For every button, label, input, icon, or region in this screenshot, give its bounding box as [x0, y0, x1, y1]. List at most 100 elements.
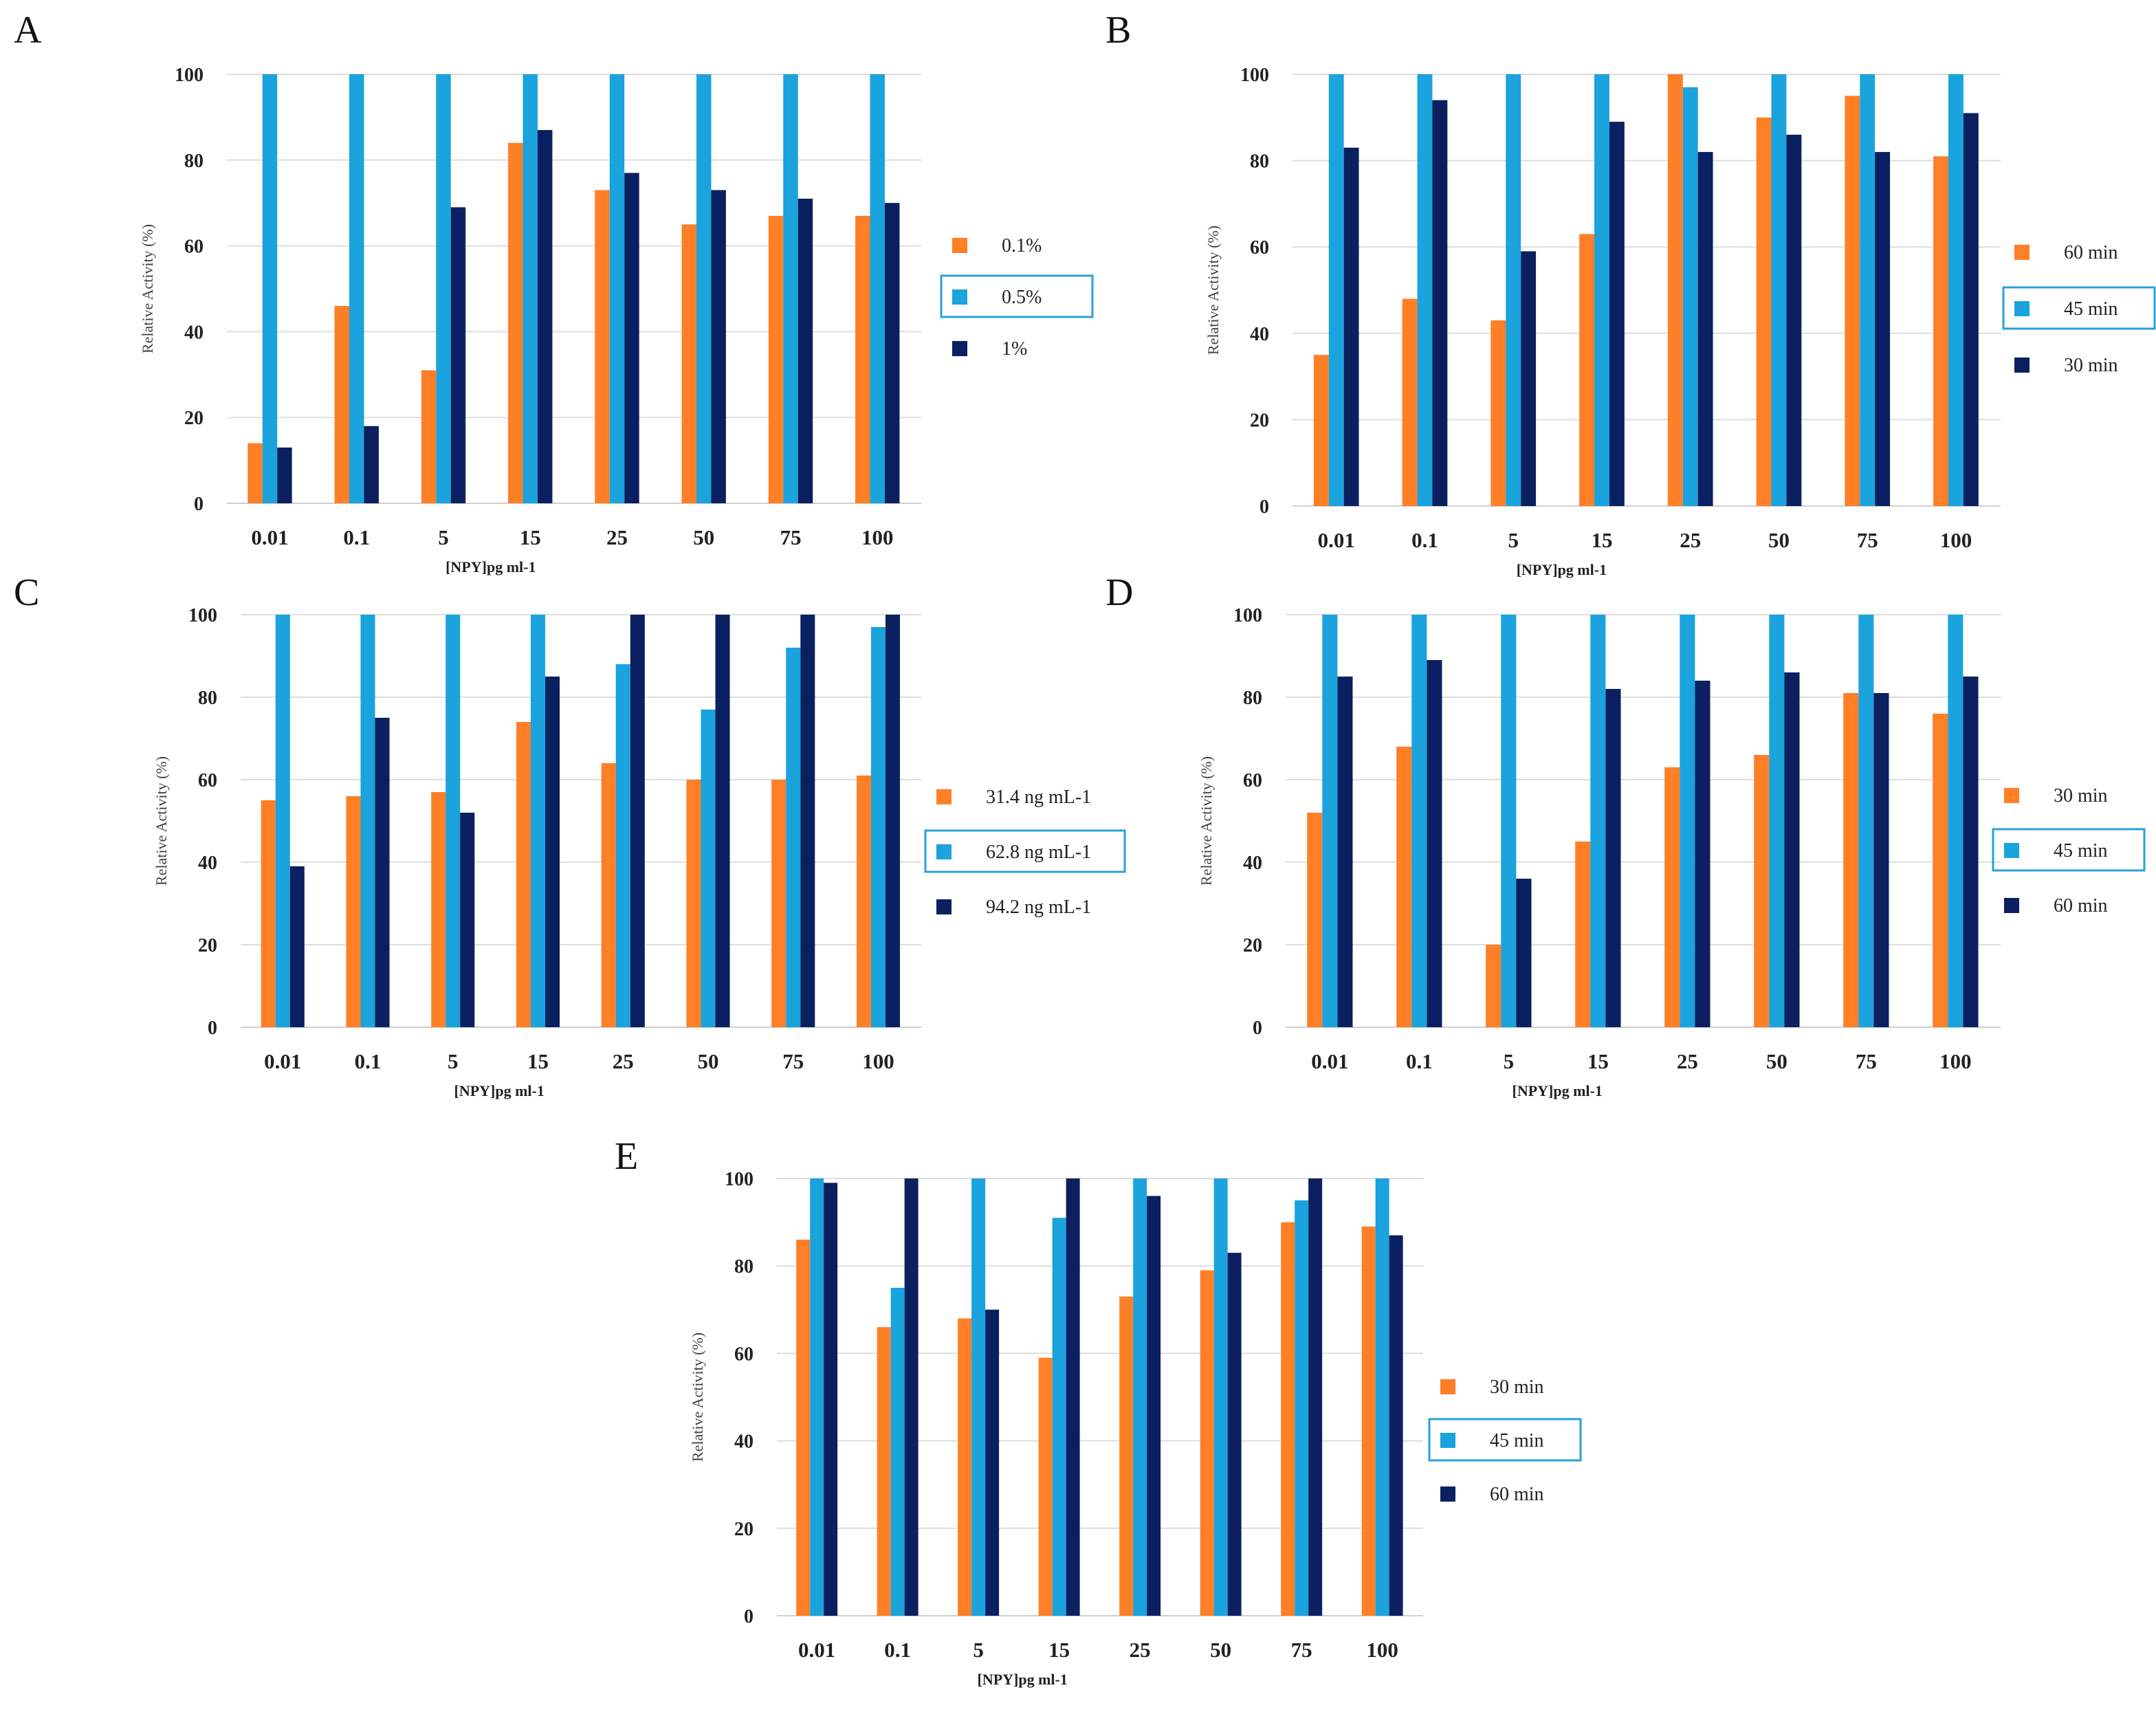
y-axis-label: Relative Activity (%): [139, 224, 156, 353]
bar-b-s2-c3: [1609, 122, 1625, 506]
bar-e-s2-c6: [1308, 1178, 1323, 1616]
legend-swatch: [936, 899, 952, 914]
x-axis-label: [NPY]pg ml-1: [1512, 1082, 1603, 1099]
bar-b-s1-c1: [1417, 74, 1433, 506]
bar-c-s0-c2: [431, 792, 446, 1027]
legend-label: 45 min: [2064, 298, 2118, 320]
x-tick-label: 50: [698, 1049, 719, 1073]
panel-letter: D: [1106, 571, 1134, 614]
bar-e-s2-c0: [824, 1183, 838, 1616]
bar-a-s2-c5: [711, 190, 726, 503]
bar-d-s1-c5: [1769, 615, 1785, 1027]
bar-a-s0-c2: [421, 370, 437, 503]
bar-d-s2-c4: [1695, 681, 1710, 1027]
legend-label: 31.4 ng mL-1: [986, 787, 1091, 808]
bar-a-s1-c5: [696, 74, 712, 503]
panel-letter: A: [14, 9, 42, 52]
bar-c-s0-c6: [771, 780, 786, 1027]
bar-e-s0-c4: [1119, 1296, 1134, 1616]
chart-svg: 0 20 40 60 80 100 0.01 0.1 5 15 25 50 75 100 [NPY]pg m…: [1204, 65, 2156, 578]
legend-label: 45 min: [1490, 1430, 1544, 1451]
bar-d-s2-c6: [1873, 693, 1889, 1027]
x-tick-label: 100: [862, 1049, 894, 1073]
bar-b-s1-c4: [1682, 87, 1698, 507]
bar-d-s1-c1: [1411, 615, 1427, 1027]
bar-e-s0-c2: [958, 1318, 972, 1616]
bar-b-s1-c3: [1594, 74, 1609, 506]
x-tick-label: 5: [973, 1638, 984, 1662]
legend-label: 30 min: [2054, 785, 2108, 806]
x-tick-label: 0.1: [343, 525, 370, 549]
bar-d-s1-c0: [1322, 615, 1338, 1027]
chart-panel-a: A 0 20 40 60 80 100 0.01 0.1 5 15 25 50 75 100 [NPY]pg …: [14, 9, 1094, 575]
legend-highlight-box: [940, 274, 1094, 318]
y-tick-label: 80: [198, 688, 217, 709]
bar-e-s2-c2: [985, 1309, 1000, 1616]
bar-d-s0-c6: [1843, 693, 1859, 1027]
bar-e-s0-c3: [1038, 1357, 1053, 1616]
bar-a-s1-c3: [522, 74, 538, 503]
bar-a-s1-c0: [262, 74, 278, 503]
y-tick-label: 20: [1250, 410, 1269, 431]
y-tick-label: 20: [1243, 935, 1262, 956]
bar-d-s1-c3: [1590, 615, 1606, 1027]
legend-swatch: [2014, 358, 2030, 373]
bar-d-s0-c3: [1575, 842, 1591, 1027]
x-tick-label: 50: [693, 525, 714, 549]
legend-label: 30 min: [2064, 355, 2118, 376]
bar-e-s2-c7: [1389, 1235, 1403, 1616]
bar-b-s0-c6: [1845, 96, 1860, 506]
y-tick-label: 40: [1243, 853, 1262, 874]
x-tick-label: 100: [1940, 528, 1972, 552]
bar-b-s2-c4: [1697, 152, 1713, 507]
bar-b-s0-c3: [1579, 234, 1595, 506]
bar-a-s0-c1: [334, 305, 350, 503]
y-tick-label: 0: [744, 1606, 754, 1627]
bar-c-s2-c2: [460, 813, 475, 1027]
bar-c-s0-c5: [686, 780, 701, 1027]
y-tick-label: 0: [1260, 496, 1269, 518]
bar-a-s0-c3: [508, 142, 523, 504]
legend-swatch: [2014, 245, 2030, 260]
chart-svg: 0 20 40 60 80 100 0.01 0.1 5 15 25 50 75 100 [NPY]pg m…: [139, 65, 1094, 575]
bar-b-s0-c7: [1933, 156, 1949, 506]
x-tick-label: 15: [520, 525, 541, 549]
bar-a-s1-c1: [349, 74, 364, 503]
legend-label: 60 min: [2054, 895, 2108, 917]
bar-a-s0-c6: [768, 215, 784, 503]
y-axis-label: Relative Activity (%): [1204, 226, 1222, 355]
y-tick-label: 80: [1250, 151, 1269, 173]
x-tick-label: 0.1: [1411, 528, 1438, 552]
x-tick-label: 75: [1291, 1638, 1312, 1662]
bar-e-s0-c5: [1200, 1270, 1214, 1616]
y-tick-label: 60: [734, 1343, 754, 1365]
bar-b-s0-c1: [1402, 298, 1418, 506]
y-tick-label: 20: [198, 935, 217, 956]
bar-b-s1-c7: [1948, 74, 1964, 506]
bar-e-s2-c4: [1147, 1196, 1161, 1616]
bar-e-s1-c0: [810, 1178, 824, 1616]
bar-e-s1-c5: [1213, 1178, 1228, 1616]
bar-c-s2-c3: [545, 677, 560, 1027]
x-tick-label: 0.1: [1406, 1049, 1433, 1073]
bar-c-s1-c0: [275, 615, 290, 1027]
bar-a-s2-c3: [537, 130, 553, 503]
bar-a-s1-c7: [870, 74, 885, 503]
bar-c-s1-c3: [530, 615, 546, 1027]
x-tick-label: 0.01: [1311, 1049, 1348, 1073]
legend-swatch: [2004, 788, 2019, 803]
bar-a-s2-c4: [624, 173, 639, 503]
x-tick-label: 75: [1856, 1049, 1877, 1073]
legend-highlight-box: [1992, 828, 2146, 872]
legend-label: 94.2 ng mL-1: [986, 897, 1091, 918]
legend-label: 45 min: [2054, 840, 2108, 862]
x-tick-label: 5: [1504, 1049, 1515, 1073]
panel-letter: B: [1106, 9, 1132, 52]
bar-e-s2-c1: [904, 1178, 918, 1616]
x-tick-label: 15: [1048, 1638, 1070, 1662]
bar-b-s2-c2: [1521, 251, 1537, 506]
y-tick-label: 80: [184, 151, 204, 172]
panel-letter: E: [615, 1135, 639, 1178]
y-tick-label: 100: [1233, 605, 1262, 626]
panel-letter: C: [14, 571, 40, 614]
